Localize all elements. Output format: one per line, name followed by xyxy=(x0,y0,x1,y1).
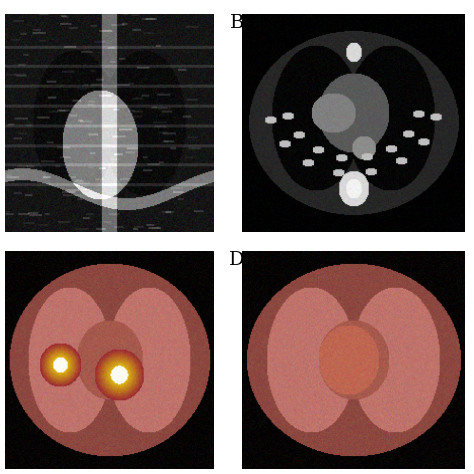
Text: D: D xyxy=(229,251,245,269)
Text: B: B xyxy=(230,14,244,32)
